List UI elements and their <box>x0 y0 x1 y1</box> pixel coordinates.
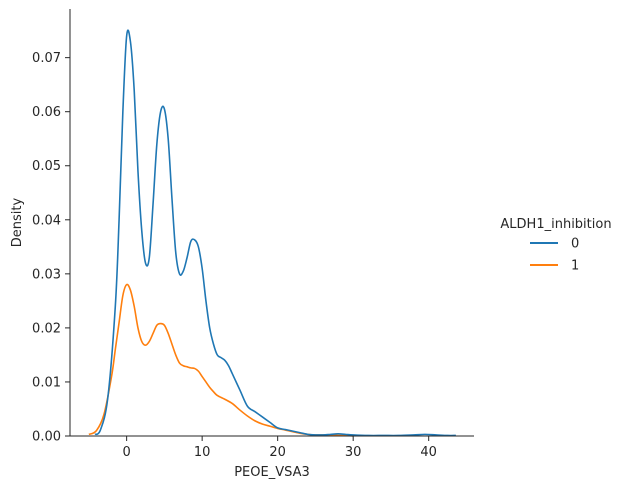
y-tick-label: 0.06 <box>32 105 61 120</box>
x-tick-label: 40 <box>420 445 437 460</box>
y-tick-label: 0.02 <box>32 321 61 336</box>
y-tick-label: 0.00 <box>32 430 61 445</box>
y-tick-label: 0.07 <box>32 51 61 66</box>
y-tick-label: 0.01 <box>32 375 61 390</box>
legend-label-0: 0 <box>571 237 579 252</box>
legend-title: ALDH1_inhibition <box>500 217 611 232</box>
legend-label-1: 1 <box>571 259 579 274</box>
x-tick-label: 20 <box>269 445 286 460</box>
plot-area <box>88 29 456 437</box>
y-tick-label: 0.05 <box>32 159 61 174</box>
series-layer <box>88 29 456 437</box>
series-line-1 <box>88 283 354 437</box>
y-tick-label: 0.04 <box>32 213 61 228</box>
y-axis-label: Density <box>10 197 25 247</box>
x-tick-label: 10 <box>194 445 211 460</box>
y-axis-ticks: 0.00 0.01 0.02 0.03 0.04 0.05 0.06 0.07 <box>32 51 70 445</box>
legend-items: 01 <box>530 237 579 274</box>
y-tick-label: 0.03 <box>32 267 61 282</box>
legend: ALDH1_inhibition 01 <box>500 217 611 274</box>
x-tick-label: 0 <box>122 445 130 460</box>
x-axis-label: PEOE_VSA3 <box>234 465 310 480</box>
series-line-0 <box>94 29 456 437</box>
x-axis-ticks: 0 10 20 30 40 <box>122 436 437 460</box>
x-tick-label: 30 <box>345 445 362 460</box>
